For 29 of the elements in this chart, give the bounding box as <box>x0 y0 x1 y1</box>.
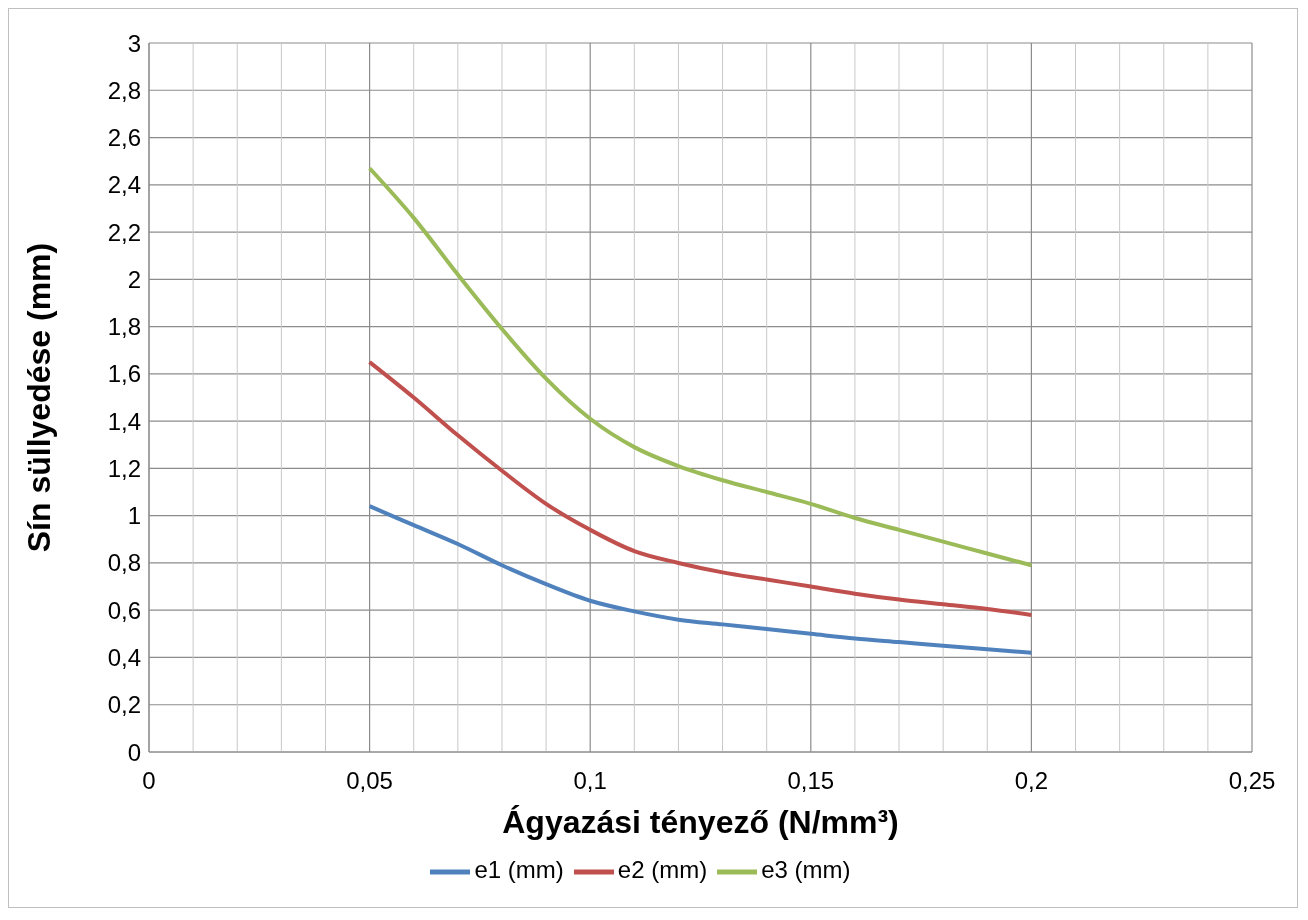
y-tick-label: 1,6 <box>107 360 141 388</box>
x-tick-label: 0,1 <box>573 767 607 795</box>
legend-label: e1 (mm) <box>474 856 564 884</box>
y-tick-label: 0,6 <box>107 596 141 624</box>
y-tick-label: 2,8 <box>107 76 141 104</box>
y-tick-label: 3 <box>127 29 141 57</box>
x-tick-label: 0,05 <box>346 767 393 795</box>
y-tick-label: 1,2 <box>107 454 141 482</box>
y-tick-label: 0,8 <box>107 549 141 577</box>
x-tick-label: 0,15 <box>787 767 835 795</box>
y-tick-label: 2,6 <box>107 124 141 152</box>
x-tick-label: 0,25 <box>1228 767 1276 795</box>
y-tick-label: 2,4 <box>107 171 141 199</box>
y-tick-label: 2 <box>127 265 141 293</box>
y-tick-label: 2,2 <box>107 218 141 246</box>
y-tick-label: 1,4 <box>107 407 141 435</box>
y-tick-label: 0,2 <box>107 691 141 719</box>
y-tick-label: 1,8 <box>107 313 141 341</box>
legend-label: e3 (mm) <box>761 856 851 884</box>
line-series <box>367 166 1034 568</box>
y-axis-title: Sín süllyedése (mm) <box>21 242 58 553</box>
y-tick-label: 0 <box>127 738 141 766</box>
y-tick-label: 1 <box>127 502 141 530</box>
line-series <box>367 504 1034 655</box>
x-axis-title: Ágyazási tényező (N/mm³) <box>502 803 899 840</box>
line-series <box>367 360 1034 617</box>
y-tick-label: 0,4 <box>107 643 141 671</box>
x-tick-label: 0,2 <box>1014 767 1049 795</box>
legend-label: e2 (mm) <box>617 856 708 884</box>
